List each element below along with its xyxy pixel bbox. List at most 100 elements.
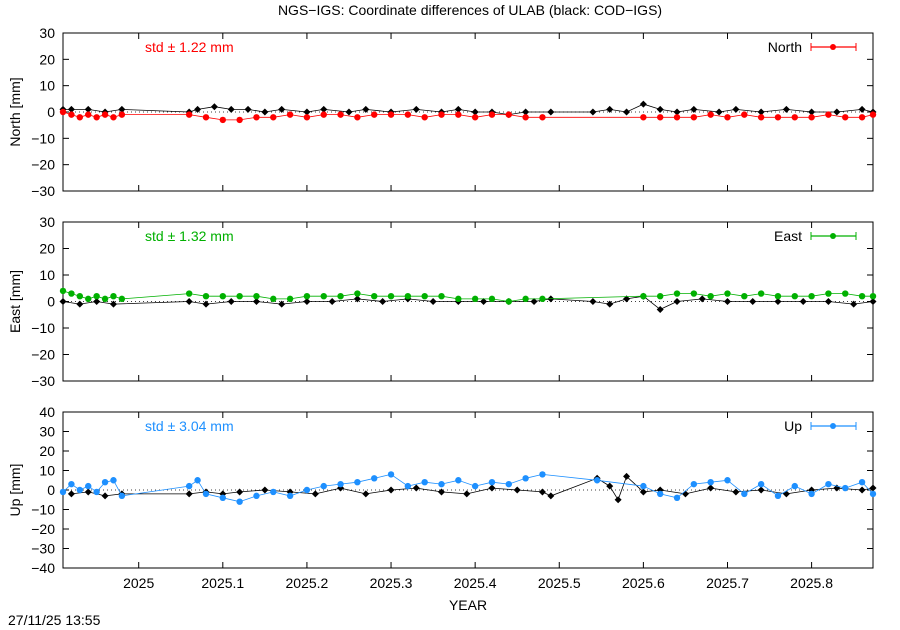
data-point [808,108,816,116]
std-label-east: std ± 1.32 mm [145,228,234,244]
data-point [85,111,92,118]
legend-marker-north [830,44,836,50]
data-point [261,108,269,116]
data-point [202,114,210,121]
y-tick-label-up: −10 [31,502,55,518]
data-point [185,482,193,490]
data-point [791,293,798,300]
panel-up: 40 30 20 10 0 −10 −20 −30 −40 2025 2025.1 2025.2 202… [7,404,877,613]
data-point [808,490,815,498]
data-point [480,298,488,305]
data-point [825,290,832,297]
data-point [236,498,243,505]
y-tick-label-up: −30 [31,541,55,557]
data-point [93,488,100,496]
data-point [253,114,260,121]
data-point [118,111,126,118]
data-point [724,290,731,297]
data-point [219,116,227,124]
data-point [118,492,126,500]
data-point [681,490,689,498]
data-point [303,486,311,494]
data-point [270,295,277,303]
data-point [76,293,84,300]
data-point [253,293,260,300]
y-tick-label-north: 10 [39,78,55,94]
data-point [101,111,109,118]
data-point [320,293,327,300]
data-point [286,111,294,118]
data-point [311,490,319,498]
data-point [320,482,327,490]
data-point [93,293,100,300]
data-point [404,111,412,118]
data-point [858,479,866,486]
data-point [278,105,286,113]
data-point [438,488,446,496]
data-point [387,293,395,300]
series-north-main [59,108,877,124]
x-tick-label: 2025.3 [370,575,413,591]
data-point [656,293,664,300]
data-point [438,480,445,488]
data-point [707,479,714,486]
data-point [522,114,529,121]
series-east-reference [59,292,877,313]
x-tick-label: 2025.2 [286,575,329,591]
data-point [345,108,353,116]
data-point [488,111,496,118]
data-point [303,108,311,116]
data-point [110,114,117,121]
series-line [62,473,874,503]
chart-title: NGS−IGS: Coordinate differences of ULAB … [278,2,662,18]
y-tick-label-east: −20 [31,347,55,363]
data-point [690,290,698,297]
data-point [513,486,521,494]
data-point [85,482,92,490]
data-point [303,114,311,121]
data-point [673,290,681,297]
data-point [118,295,126,303]
data-point [455,295,462,303]
data-point [808,293,815,300]
data-point [825,111,832,118]
data-point [68,480,75,488]
data-point [371,475,378,482]
data-point [236,293,243,300]
data-point [404,482,412,490]
data-point [640,482,647,490]
data-point [757,486,765,494]
data-point [656,305,664,313]
data-point [606,105,614,113]
data-point [808,114,815,121]
data-point [589,298,597,305]
data-point [76,486,84,494]
data-point [244,105,252,113]
data-point [362,105,370,113]
data-point [84,488,92,496]
data-point [690,114,698,121]
data-point [227,298,235,305]
data-point [757,108,765,116]
data-point [488,484,496,492]
y-tick-label-up: 10 [39,463,55,479]
data-point [539,295,546,303]
data-point [858,105,866,113]
data-point [59,298,67,305]
series-north-reference [59,100,877,119]
x-tick-label: 2025.5 [538,575,581,591]
legend-marker-up [830,423,836,429]
y-tick-label-up: −20 [31,521,55,537]
data-point [858,114,866,121]
y-axis-label-north: North [mm] [7,77,23,146]
data-point [623,295,631,303]
series-line [62,295,874,310]
y-axis-label-up: Up [mm] [7,464,23,517]
data-point [673,298,681,305]
y-tick-label-north: 20 [39,51,55,67]
y-tick-label-east: 0 [47,294,55,310]
data-point [202,293,210,300]
data-point [219,494,227,501]
data-point [640,293,647,300]
